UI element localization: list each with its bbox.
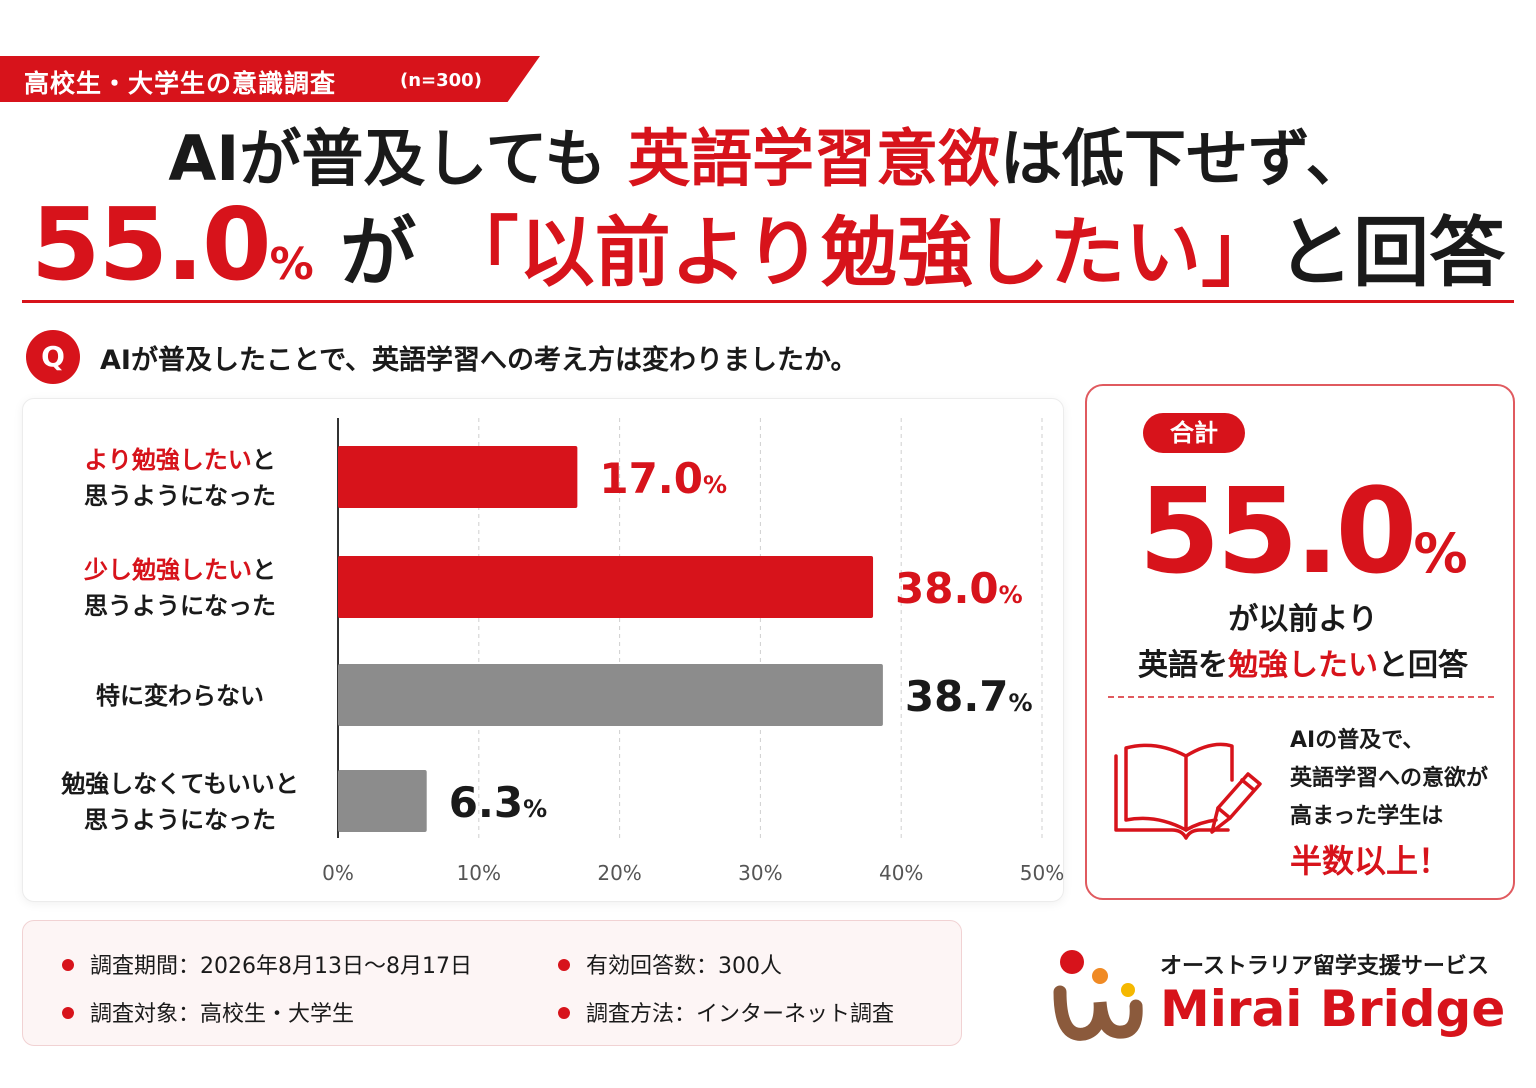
bullet-icon	[62, 959, 74, 971]
category-label-suffix: と	[252, 556, 276, 584]
summary-note-1: AIの普及で、	[1290, 728, 1425, 753]
bar-value-number: 38.0	[895, 564, 999, 613]
survey-period: 調査期間：2026年8月13日〜8月17日	[62, 948, 472, 980]
category-label-line-2: 思うようになった	[84, 482, 276, 510]
book-pencil-icon	[1114, 742, 1262, 840]
bullet-icon	[558, 959, 570, 971]
headline-1-part-a: AIが普及しても	[168, 122, 607, 195]
mirai-bridge-logo-icon	[1053, 950, 1143, 1041]
summary-divider	[1108, 696, 1494, 698]
summary-caption-1: が以前より	[1228, 602, 1378, 637]
summary-number-percent: %	[1413, 522, 1468, 585]
summary-number-value: 55.0	[1138, 462, 1417, 600]
survey-method: 調査方法：インターネット調査	[558, 996, 894, 1028]
bullet-icon	[62, 1007, 74, 1019]
category-label-line-1: 少し勉強したいと	[83, 556, 276, 584]
category-label-highlight: 勉強しなくてもいいと	[60, 770, 299, 798]
question-text: AIが普及したことで、英語学習への考え方は変わりましたか。	[100, 345, 858, 376]
headline-line-1: AIが普及しても 英語学習意欲は低下せず、	[0, 108, 1536, 198]
headline-2-part-c: と回答	[1277, 208, 1506, 297]
summary-caption-2-c: と回答	[1378, 648, 1468, 683]
bar	[338, 770, 427, 832]
headline-2-number: 55.0	[30, 186, 272, 303]
summary-note-3: 高まった学生は	[1290, 804, 1444, 829]
bullet-icon	[558, 1007, 570, 1019]
survey-tag-sample-size: (n=300)	[400, 70, 482, 91]
x-tick-label: 0%	[322, 861, 354, 885]
x-tick-label: 50%	[1020, 861, 1064, 885]
category-label-highlight: 少し勉強したい	[83, 556, 252, 584]
summary-note-4: 半数以上！	[1290, 842, 1451, 880]
summary-caption-2-a: 英語を	[1138, 648, 1228, 683]
bar	[338, 446, 578, 508]
x-tick-label: 40%	[879, 861, 923, 885]
bar-value-unit: %	[1009, 689, 1033, 717]
summary-caption-2-highlight: 勉強したい	[1228, 648, 1378, 683]
bar-value-number: 6.3	[449, 778, 523, 827]
survey-target: 調査対象：高校生・大学生	[62, 996, 354, 1028]
bar	[338, 556, 874, 618]
bar-value-number: 17.0	[599, 454, 703, 503]
category-label: 特に変わらない	[96, 682, 264, 710]
bar-value-label: 17.0%	[599, 454, 727, 503]
headline-2-highlight: 「以前より勉強したい」	[442, 208, 1278, 297]
headline-1-part-c: は低下せず、	[1000, 122, 1368, 195]
survey-target-text: 調査対象：高校生・大学生	[90, 1002, 355, 1027]
summary-number: 55.0%	[1088, 462, 1518, 600]
headline-2-percent: %	[269, 239, 314, 290]
x-tick-label: 20%	[597, 861, 641, 885]
category-label-line-1: 勉強しなくてもいいと	[60, 770, 299, 798]
brand-name: Mirai Bridge	[1160, 980, 1506, 1038]
summary-note-2: 英語学習への意欲が	[1290, 766, 1489, 791]
survey-responses-text: 有効回答数：300人	[586, 954, 782, 979]
bar	[338, 664, 883, 726]
summary-card	[1085, 384, 1515, 900]
header-divider	[22, 300, 1514, 303]
category-label-line-2: 思うようになった	[84, 806, 276, 834]
bar-value-label: 6.3%	[449, 778, 547, 827]
x-tick-label: 30%	[738, 861, 782, 885]
category-label-highlight: より勉強したい	[84, 446, 252, 474]
summary-badge: 合計	[1143, 413, 1245, 453]
brand-subtitle: オーストラリア留学支援サービス	[1160, 954, 1489, 979]
category-label-suffix: と	[252, 446, 276, 474]
survey-tag: 高校生・大学生の意識調査 (n=300)	[0, 56, 540, 102]
summary-caption-2: 英語を勉強したいと回答	[1088, 640, 1518, 684]
survey-responses: 有効回答数：300人	[558, 948, 782, 980]
bar-value-label: 38.7%	[905, 672, 1033, 721]
bar-chart: 0% 10% 20% 30% 40% 50%17.0%より勉強したいと思うようになった38…	[60, 418, 1064, 885]
category-label-line-1: より勉強したいと	[84, 446, 276, 474]
question-icon: Q	[26, 330, 80, 384]
bar-value-unit: %	[999, 581, 1023, 609]
survey-tag-title: 高校生・大学生の意識調査	[24, 69, 337, 98]
bar-value-label: 38.0%	[895, 564, 1023, 613]
headline-line-2: 55.0% が 「以前より勉強したい」と回答	[0, 186, 1536, 303]
survey-info-box	[22, 920, 962, 1046]
survey-period-text: 調査期間：2026年8月13日〜8月17日	[90, 954, 472, 979]
category-label-line-2: 思うようになった	[84, 592, 276, 620]
bar-value-unit: %	[523, 795, 547, 823]
headline-2-part-a: が	[340, 208, 417, 297]
survey-method-text: 調査方法：インターネット調査	[586, 1002, 895, 1027]
bar-value-number: 38.7	[905, 672, 1009, 721]
bar-value-unit: %	[703, 471, 727, 499]
headline-1-highlight: 英語学習意欲	[628, 122, 1001, 195]
x-tick-label: 10%	[457, 861, 501, 885]
